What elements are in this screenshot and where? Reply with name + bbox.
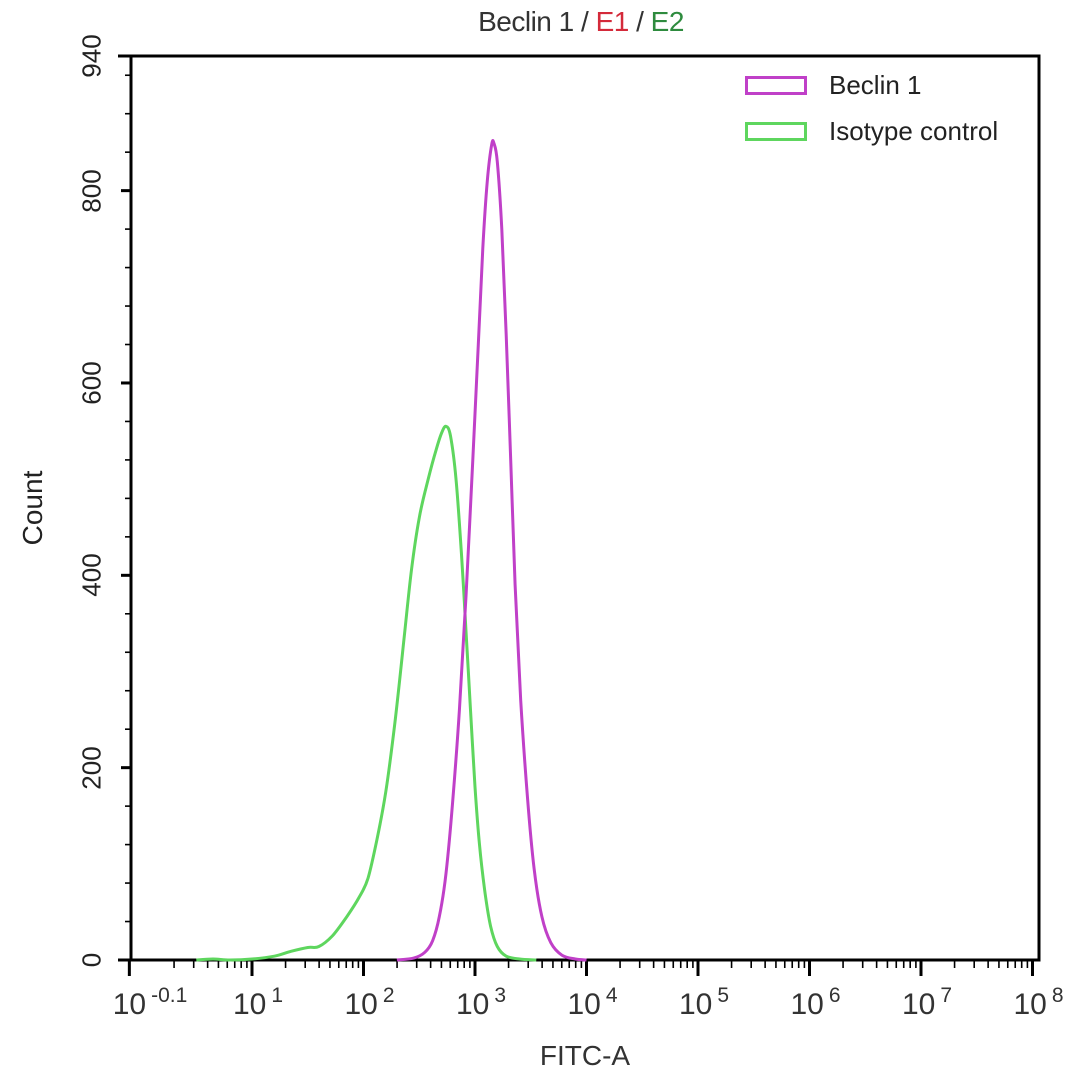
x-tick-label: 10 1	[232, 984, 284, 1021]
title-part: E2	[650, 6, 685, 37]
title-part: /	[573, 6, 596, 37]
y-tick-label: 200	[76, 745, 107, 790]
title-part: /	[628, 6, 651, 37]
x-axis-ticks	[127, 960, 1034, 976]
x-tick-label: 10 2	[344, 984, 395, 1021]
legend-item-isotype-control: Isotype control	[735, 108, 998, 154]
y-tick-label: 940	[76, 34, 107, 78]
plot-border	[129, 54, 1041, 962]
x-tick-label: 10 -0.1	[112, 984, 188, 1021]
y-tick-label: 400	[76, 553, 107, 598]
y-tick-label: 600	[76, 361, 107, 405]
x-tick-label: 10 7	[901, 984, 953, 1021]
series-isotype-control-line	[196, 424, 537, 962]
y-axis-ticks	[121, 74, 131, 962]
legend-swatch-isotype-control	[745, 121, 807, 141]
legend-label-isotype-control: Isotype control	[829, 115, 999, 146]
histogram-series	[196, 139, 587, 962]
y-tick-label: 800	[76, 168, 107, 213]
title-part: E1	[595, 6, 630, 37]
y-tick-label: 0	[76, 952, 107, 968]
plot-frame	[118, 54, 1041, 962]
legend-label-beclin1: Beclin 1	[829, 69, 922, 100]
legend-item-beclin1: Beclin 1	[735, 62, 998, 108]
title-part: Beclin 1	[478, 6, 574, 37]
x-tick-label: 10 8	[1013, 984, 1064, 1021]
series-beclin1-line	[396, 139, 587, 962]
x-tick-label: 10 4	[567, 984, 618, 1021]
x-tick-label: 10 5	[678, 984, 730, 1021]
x-tick-label: 10 6	[790, 984, 841, 1021]
y-axis-label: Count	[17, 470, 48, 546]
legend: Beclin 1 Isotype control	[735, 62, 998, 154]
x-axis-label: FITC-A	[539, 1040, 631, 1071]
chart-title: Beclin 1 / E1 / E2	[0, 6, 1080, 38]
legend-swatch-beclin1	[745, 75, 807, 95]
x-tick-label: 10 3	[455, 984, 507, 1021]
